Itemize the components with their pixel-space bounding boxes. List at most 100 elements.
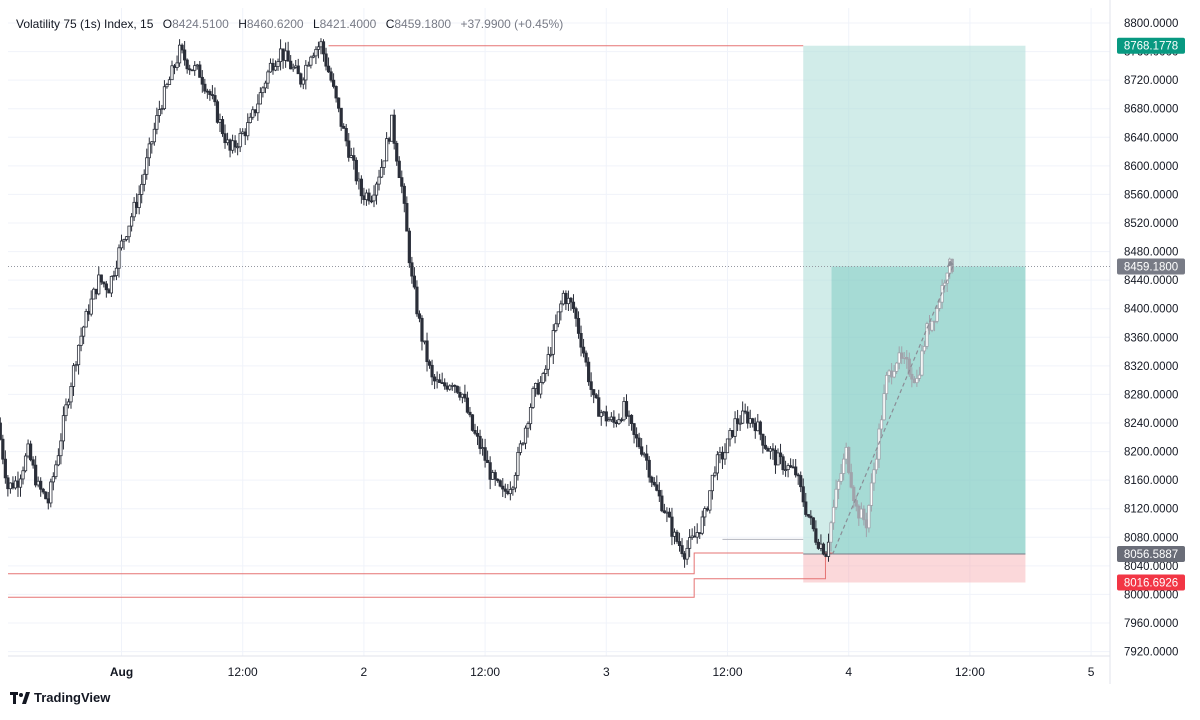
candle-body [125,237,127,240]
x-tick-label: 3 [603,665,610,679]
candle-body [936,308,938,321]
candle-body [534,383,536,388]
candle-body [438,380,440,383]
candle-body [517,452,519,475]
candle-body [249,117,251,122]
candle-body [302,80,304,84]
candle-body [779,453,781,457]
candle-body [60,441,62,456]
candle-body [688,538,690,549]
candle-body [368,193,370,201]
candle-body [600,413,602,417]
candle-body [504,489,506,491]
candle-body [171,66,173,80]
candle-body [842,459,844,473]
candle-body [380,167,382,177]
candle-body [724,453,726,459]
y-tick-label: 8360.0000 [1124,332,1178,344]
candle-body [29,444,31,460]
candle-body [527,424,529,429]
candle-body [933,321,935,322]
candle-body [199,65,201,77]
tradingview-logo[interactable]: TradingView [10,690,110,705]
candle-body [355,160,357,181]
candle-body [651,477,653,482]
candle-body [696,533,698,538]
candle-body [332,80,334,86]
candle-body [423,341,425,342]
candle-body [572,302,574,308]
candle-body [307,65,309,66]
candle-body [552,331,554,355]
candle-body [103,282,105,284]
candle-body [110,276,112,293]
candle-body [668,512,670,517]
candle-body [666,512,668,513]
candle-body [292,67,294,68]
candle-body [618,420,620,424]
candle-body [769,449,771,451]
drawn-step-line[interactable] [8,553,834,597]
candle-body [398,161,400,177]
candle-body [34,465,36,485]
x-tick-label: Aug [110,665,133,679]
candle-body [870,483,872,505]
candle-body [721,452,723,459]
candle-body [613,417,615,422]
candle-body [481,448,483,449]
candle-body [759,422,761,434]
candle-body [656,485,658,491]
candle-body [792,467,794,468]
candle-body [120,241,122,248]
candle-body [166,85,168,87]
candle-body [325,54,327,66]
candle-body [239,133,241,146]
candle-body [827,542,829,556]
candle-body [224,134,226,143]
candle-body [65,405,67,416]
candle-body [628,415,630,416]
tradingview-logo-text: TradingView [34,690,110,705]
candle-body [469,412,471,415]
x-tick-label: 12:00 [228,665,258,679]
candle-body [744,411,746,412]
candle-body [461,394,463,397]
candle-body [772,449,774,451]
candle-body [476,433,478,436]
candle-body [305,65,307,80]
candle-body [898,353,900,363]
candle-body [764,445,766,448]
candle-body [22,471,24,479]
candle-body [805,502,807,515]
candle-body [312,56,314,57]
candle-body [784,470,786,471]
candle-body [767,448,769,451]
candle-body [754,423,756,430]
candle-body [913,379,915,383]
candle-body [151,142,153,144]
candle-body [658,490,660,496]
candle-body [454,385,456,386]
candle-body [300,74,302,84]
stop-loss-zone[interactable] [803,554,1025,582]
candle-body [608,420,610,421]
candle-body [691,536,693,538]
candle-body [433,377,435,381]
candle-body [330,72,332,80]
y-tick-label: 8080.0000 [1124,532,1178,544]
candle-body [840,473,842,481]
candle-body [62,416,64,441]
candle-body [711,475,713,490]
candle-body [822,544,824,554]
entry-price-label: 8056.5887 [1124,549,1178,561]
candle-body [401,178,403,187]
candle-body [201,77,203,84]
target-price-label: 8768.1778 [1124,41,1178,53]
candle-body [595,395,597,398]
candle-body [221,119,223,133]
candle-body [895,363,897,371]
candle-body [90,299,92,314]
candle-body [686,548,688,559]
